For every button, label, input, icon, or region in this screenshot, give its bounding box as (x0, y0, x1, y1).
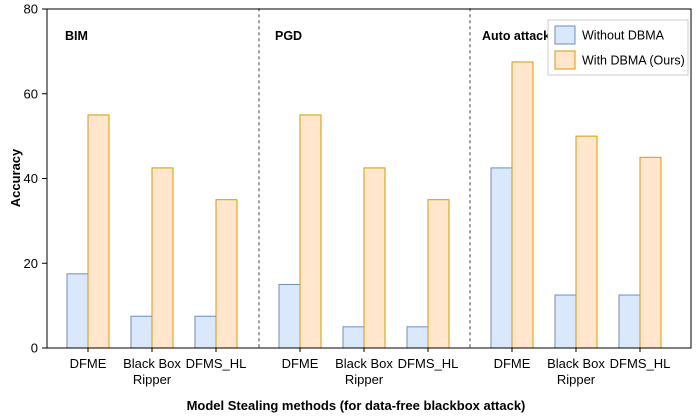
legend-label-2: With DBMA (Ours) (582, 54, 685, 68)
bar-with-dbma-4 (299, 114, 322, 349)
x-tick-label: DFMS_HL (186, 356, 247, 371)
x-axis: DFME Black Box Ripper DFMS_HL DFME Black Box R… (70, 348, 671, 387)
bar-without-dbma-2 (130, 315, 153, 349)
x-tick-label: DFMS_HL (610, 356, 671, 371)
bars (66, 61, 662, 349)
x-tick-label: Black Box Ripper (335, 356, 393, 387)
x-tick-label: DFME (282, 356, 319, 371)
y-axis-title: Accuracy (8, 148, 23, 207)
y-tick-label: 60 (24, 86, 38, 101)
y-tick-label: 40 (24, 171, 38, 186)
x-tick-label: DFME (494, 356, 531, 371)
bar-with-dbma-1 (87, 114, 110, 349)
bar-without-dbma-4 (278, 283, 301, 349)
bar-without-dbma-9 (618, 294, 641, 349)
y-tick-label: 80 (24, 2, 38, 17)
legend-swatch-1 (554, 25, 576, 45)
x-axis-title: Model Stealing methods (for data-free bl… (187, 398, 526, 413)
bar-with-dbma-6 (427, 199, 450, 349)
legend-label-1: Without DBMA (582, 29, 665, 43)
bar-without-dbma-6 (406, 326, 429, 349)
bar-with-dbma-8 (575, 135, 598, 349)
x-tick-label: Black Box Ripper (123, 356, 181, 387)
group-label-3: Auto attack (482, 29, 550, 43)
bar-without-dbma-5 (342, 326, 365, 349)
bar-without-dbma-1 (66, 273, 89, 349)
legend-swatch-2 (554, 50, 576, 70)
bar-with-dbma-9 (639, 156, 662, 349)
y-tick-label: 0 (31, 341, 38, 356)
bar-with-dbma-5 (363, 167, 386, 349)
group-label-1: BIM (65, 29, 88, 43)
y-tick-label: 20 (24, 256, 38, 271)
x-tick-label: DFMS_HL (398, 356, 459, 371)
bar-with-dbma-2 (151, 167, 174, 349)
y-axis: 0 20 40 60 80 (24, 2, 47, 356)
bar-without-dbma-7 (490, 167, 513, 349)
bar-without-dbma-8 (554, 294, 577, 349)
group-labels: BIM PGD Auto attack (65, 29, 550, 43)
bar-with-dbma-7 (511, 61, 534, 349)
x-tick-label: DFME (70, 356, 107, 371)
legend: Without DBMA With DBMA (Ours) (547, 19, 689, 76)
bar-with-dbma-3 (215, 199, 238, 349)
group-label-2: PGD (275, 29, 302, 43)
x-tick-label: Black Box Ripper (547, 356, 605, 387)
group-separators (258, 8, 471, 349)
bar-without-dbma-3 (194, 315, 217, 349)
